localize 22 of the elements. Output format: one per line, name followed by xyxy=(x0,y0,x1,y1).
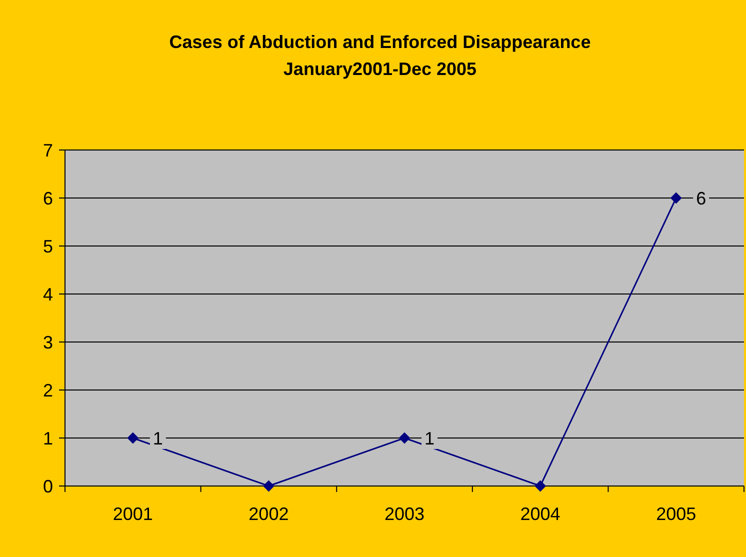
data-label: 1 xyxy=(424,428,435,448)
y-tick-label: 4 xyxy=(42,284,53,304)
y-tick-label: 5 xyxy=(42,236,53,256)
y-tick-label: 3 xyxy=(42,332,53,352)
y-tick-label: 0 xyxy=(42,476,53,496)
y-tick-label: 6 xyxy=(42,188,53,208)
point xyxy=(670,192,682,204)
data-label: 1 xyxy=(152,428,163,448)
point xyxy=(399,432,410,444)
point xyxy=(534,480,546,492)
point xyxy=(127,432,138,444)
x-tick-label: 2003 xyxy=(384,504,425,524)
y-tick-label: 1 xyxy=(42,428,53,448)
x-tick-label: 2005 xyxy=(656,504,696,524)
chart-title: Cases of Abduction and Enforced Disappearance January2001-Dec 2005 xyxy=(169,32,591,79)
data-label: 6 xyxy=(696,188,706,208)
y-tick-label: 7 xyxy=(42,140,53,160)
y-tick-label: 2 xyxy=(42,380,53,400)
point xyxy=(263,480,274,492)
x-tick-label: 2002 xyxy=(248,504,289,524)
x-tick-label: 2001 xyxy=(112,504,153,524)
x-tick-label: 2004 xyxy=(520,504,560,524)
